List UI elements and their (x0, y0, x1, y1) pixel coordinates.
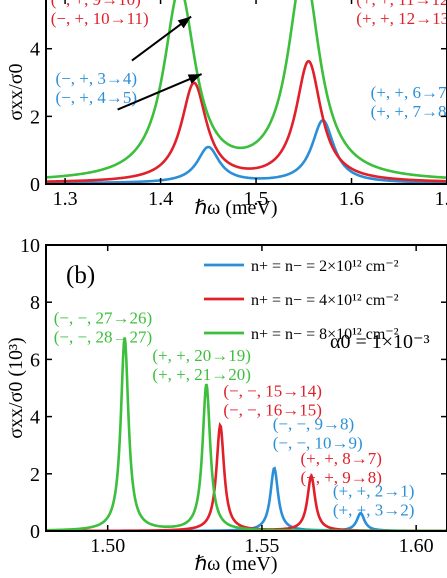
x-tick-label: 1.7 (435, 188, 447, 210)
transition-annotation: (−, −, 27→26) (−, −, 28→27) (54, 309, 153, 347)
annotation-line: (+, +, 9→8) (300, 468, 382, 487)
x-tick-label: 1.3 (53, 188, 78, 210)
annotation-line: (+, +, 8→7) (300, 449, 382, 468)
arrow-shaft (117, 73, 203, 111)
panel-b-annotations: (−, −, 27→26) (−, −, 28→27)(+, +, 20→19)(… (54, 309, 415, 520)
panel-a-curves (46, 0, 447, 184)
annotation-line: (−, −, 10→9) (273, 433, 363, 452)
annotation-line: (+, +, 11→12) (356, 0, 447, 9)
panel-b-legend: n+ = n− = 2×10¹² cm⁻² n+ = n− = 4×10¹² cm… (204, 258, 399, 343)
transition-annotation: (+, +, 8→7) (+, +, 9→8) (300, 449, 382, 487)
annotation-line: (+, +, 3→2) (333, 501, 415, 520)
panel-b-frame (45, 244, 447, 532)
series-line-green (46, 0, 447, 179)
alpha-note: α0 = 1×10⁻³ (330, 331, 430, 353)
transition-annotation: (+, +, 2→1) (+, +, 3→2) (333, 482, 415, 520)
panel-b-label: (b) (66, 262, 95, 289)
legend-label: n+ = n− = 8×10¹² cm⁻² (251, 326, 399, 343)
annotation-line: (−, −, 28→27) (54, 328, 153, 347)
panel-a-annotations: (−, +, 9→10)(−, +, 10→11)(+, +, 11→12)(+… (51, 0, 447, 121)
transition-annotation: (−, −, 15→14) (−, −, 16→15) (223, 382, 322, 420)
y-tick-label: 4 (30, 39, 40, 61)
annotation-line: (−, +, 3→4) (56, 69, 138, 88)
annotation-line: (+, +, 7→8) (371, 102, 447, 121)
panel-b-ylabel: σxx/σ0 (10³) (5, 337, 27, 438)
transition-annotation: (+, +, 6→7) (+, +, 7→8) (371, 83, 447, 121)
panel-a-arrows (117, 15, 203, 111)
panel-b: (−, −, 27→26) (−, −, 28→27)(+, +, 20→19)(… (5, 235, 447, 575)
y-tick-label: 2 (30, 106, 40, 128)
transition-annotation: (−, +, 9→10)(−, +, 10→11) (51, 0, 149, 28)
series-line-red (46, 59, 447, 183)
annotation-line: (+, +, 2→1) (333, 482, 415, 501)
x-tick-label: 1.50 (90, 535, 125, 557)
x-tick-label: 1.4 (148, 188, 173, 210)
x-tick-label: 1.6 (339, 188, 364, 210)
annotation-line: (+, +, 6→7) (371, 83, 447, 102)
panel-a-xlabel: ℏω (meV) (194, 197, 277, 219)
arrow-head (187, 74, 202, 84)
annotation-line: (+, +, 20→19) (152, 346, 251, 365)
transition-annotation: (+, +, 20→19) (+, +, 21→20) (152, 346, 251, 384)
annotation-line: (−, +, 10→11) (51, 9, 149, 28)
panel-a: (−, +, 9→10)(−, +, 10→11)(+, +, 11→12)(+… (5, 0, 447, 219)
legend-label: n+ = n− = 2×10¹² cm⁻² (251, 258, 399, 275)
arrow-head (177, 16, 192, 29)
y-tick-label: 2 (30, 464, 40, 486)
panel-b-xlabel: ℏω (meV) (194, 553, 277, 575)
annotation-line: (−, +, 4→5) (56, 88, 138, 107)
y-tick-label: 8 (30, 292, 40, 314)
series-line-blue (46, 118, 447, 184)
x-tick-label: 1.55 (244, 535, 279, 557)
y-tick-label: 0 (30, 521, 40, 543)
annotation-line: (−, −, 9→8) (273, 414, 355, 433)
transition-annotation: (−, −, 9→8) (−, −, 10→9) (273, 414, 363, 452)
transition-annotation: (−, +, 3→4) (−, +, 4→5) (56, 69, 138, 107)
y-tick-label: 0 (30, 174, 40, 196)
y-tick-label: 4 (30, 407, 40, 429)
y-tick-label: 6 (30, 349, 40, 371)
transition-annotation: (+, +, 11→12)(+, +, 12→13) (356, 0, 447, 28)
panel-a-ylabel: σxx/σ0 (5, 63, 27, 120)
annotation-line: (−, −, 27→26) (54, 309, 153, 328)
panel-a-frame (45, 0, 447, 185)
annotation-line: (−, −, 15→14) (223, 382, 322, 401)
annotation-line: (+, +, 12→13) (356, 9, 447, 28)
legend-label: n+ = n− = 4×10¹² cm⁻² (251, 292, 399, 309)
annotation-line: (+, +, 21→20) (152, 365, 251, 384)
annotation-line: (−, +, 9→10) (51, 0, 141, 9)
x-tick-label: 1.60 (399, 535, 434, 557)
annotation-line: (−, −, 16→15) (223, 401, 322, 420)
y-tick-label: 10 (20, 235, 40, 257)
x-tick-label: 1.5 (244, 188, 269, 210)
